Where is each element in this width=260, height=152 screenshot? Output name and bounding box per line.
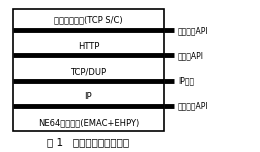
Text: 图 1   嵌入式网关协议构架: 图 1 嵌入式网关协议构架: [47, 137, 129, 147]
Text: HTTP: HTTP: [78, 42, 99, 51]
Text: IP接口: IP接口: [178, 76, 194, 85]
Text: 套接字API: 套接字API: [178, 51, 204, 60]
Bar: [13, 9, 164, 131]
Text: 用户应用程序(TCP S/C): 用户应用程序(TCP S/C): [54, 15, 123, 24]
Text: 应用程序API: 应用程序API: [178, 26, 209, 35]
Text: NE64网路接口(EMAC+EHPY): NE64网路接口(EMAC+EHPY): [38, 118, 139, 127]
Text: 应用程序API: 应用程序API: [178, 101, 209, 110]
Text: TCP/DUP: TCP/DUP: [70, 67, 106, 76]
Text: IP: IP: [84, 92, 92, 101]
